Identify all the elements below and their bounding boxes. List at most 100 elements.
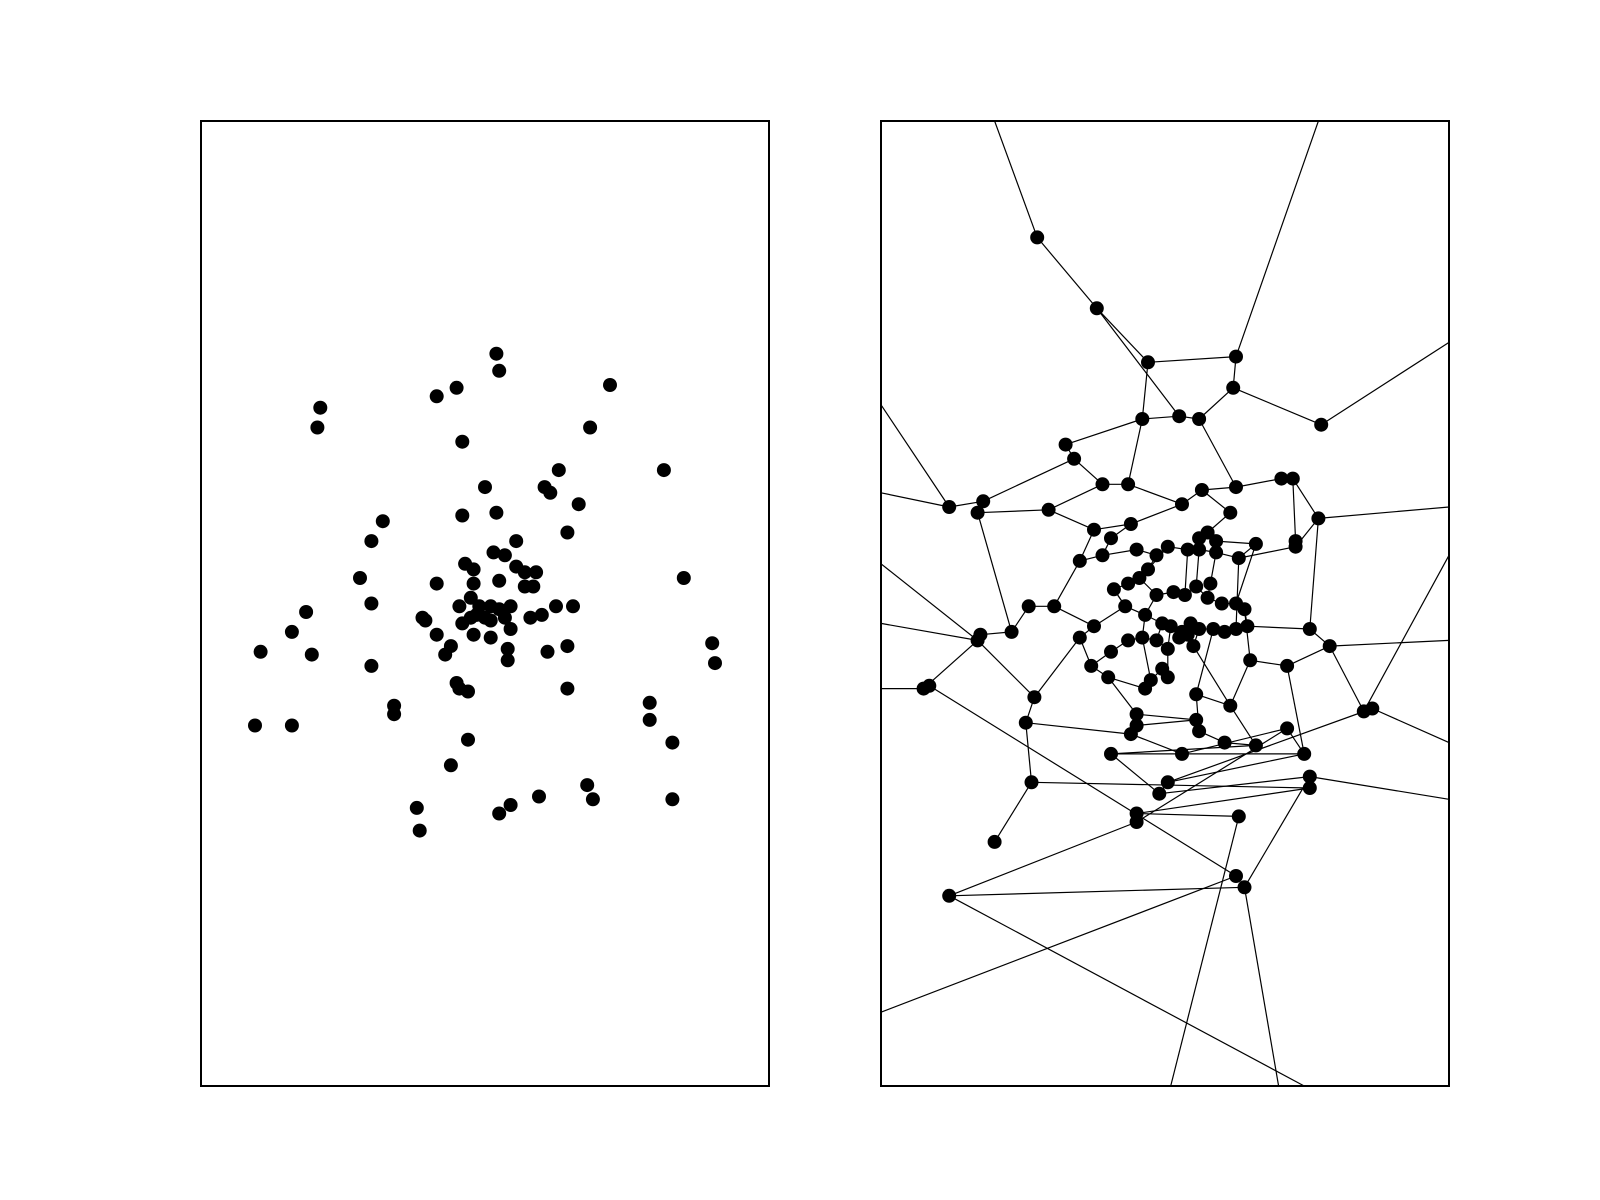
voronoi-vertex	[1163, 619, 1178, 634]
voronoi-edge	[1184, 549, 1189, 596]
voronoi-vertex	[1322, 639, 1337, 654]
voronoi-vertex	[1311, 511, 1326, 526]
voronoi-edge	[1141, 637, 1152, 681]
voronoi-ray	[1318, 506, 1450, 519]
voronoi-ray	[880, 404, 950, 508]
voronoi-vertex	[1231, 551, 1246, 566]
scatter-point	[642, 712, 657, 727]
scatter-point	[429, 389, 444, 404]
scatter-point	[429, 576, 444, 591]
scatter-point	[551, 463, 566, 478]
scatter-point	[310, 420, 325, 435]
voronoi-vertex	[1214, 596, 1229, 611]
scatter-point	[534, 607, 549, 622]
voronoi-vertex	[1021, 599, 1036, 614]
voronoi-edge	[1159, 776, 1310, 795]
scatter-point	[583, 420, 598, 435]
voronoi-vertex	[1206, 622, 1221, 636]
voronoi-vertex	[1177, 588, 1192, 602]
voronoi-ray	[948, 895, 1305, 1087]
voronoi-edge	[1127, 483, 1183, 505]
scatter-point	[560, 681, 575, 696]
voronoi-vertex	[1149, 588, 1164, 602]
voronoi-edge	[1167, 753, 1305, 783]
voronoi-edge	[1025, 722, 1131, 735]
voronoi-edge	[977, 512, 1013, 633]
scatter-point	[526, 579, 541, 594]
voronoi-edge	[1286, 665, 1305, 755]
scatter-point	[248, 718, 262, 733]
voronoi-vertex	[1172, 409, 1187, 424]
voronoi-vertex	[1047, 599, 1062, 614]
voronoi-vertex	[1084, 658, 1099, 673]
voronoi-ray	[1320, 341, 1450, 426]
voronoi-ray	[1363, 555, 1450, 712]
voronoi-vertex	[1135, 412, 1150, 426]
scatter-point	[492, 806, 507, 821]
voronoi-vertex	[1004, 624, 1019, 639]
voronoi-ray	[994, 120, 1038, 238]
voronoi-vertex	[1118, 599, 1133, 614]
voronoi-vertex	[1152, 786, 1167, 801]
scatter-point	[543, 485, 558, 500]
scatter-point	[466, 627, 481, 642]
scatter-point	[412, 823, 427, 838]
voronoi-vertex	[1106, 582, 1121, 597]
voronoi-vertex	[1027, 690, 1042, 705]
scatter-point	[486, 545, 501, 560]
voronoi-edge	[1127, 418, 1143, 485]
voronoi-edge	[1110, 753, 1160, 795]
voronoi-vertex	[1192, 542, 1207, 557]
voronoi-vertex	[1314, 417, 1329, 432]
voronoi-edge	[1136, 713, 1197, 721]
voronoi-edge	[1232, 387, 1322, 426]
voronoi-edge	[977, 639, 1035, 698]
voronoi-vertex	[1203, 576, 1218, 591]
scatter-point	[708, 656, 722, 671]
scatter-point	[463, 590, 478, 605]
voronoi-edge	[1136, 719, 1197, 727]
scatter-point	[580, 778, 595, 793]
voronoi-vertex	[1223, 698, 1238, 713]
scatter-point	[705, 636, 720, 651]
voronoi-ray	[880, 563, 978, 641]
scatter-point	[665, 792, 680, 807]
voronoi-edge	[1329, 645, 1365, 712]
voronoi-vertex	[1160, 670, 1175, 685]
voronoi-edge	[1167, 707, 1373, 783]
scatter-point	[489, 346, 504, 361]
voronoi-vertex	[1149, 548, 1164, 563]
scatter-point	[443, 639, 458, 654]
scatter-point	[603, 378, 617, 392]
voronoi-ray	[1372, 707, 1450, 744]
voronoi-edge	[1229, 705, 1257, 746]
voronoi-edge	[949, 886, 1245, 897]
voronoi-vertex	[1089, 301, 1104, 316]
scatter-point	[500, 653, 515, 668]
voronoi-vertex	[1237, 602, 1252, 617]
voronoi-vertex	[1087, 522, 1101, 537]
scatter-point	[478, 610, 492, 625]
scatter-panel	[200, 120, 770, 1087]
voronoi-vertex	[1067, 451, 1082, 466]
scatter-point	[375, 514, 390, 529]
voronoi-edge	[1181, 727, 1288, 755]
voronoi-vertex	[922, 678, 937, 693]
scatter-point	[455, 434, 470, 449]
voronoi-vertex	[1200, 525, 1215, 540]
voronoi-edge	[1286, 645, 1330, 667]
voronoi-ray	[1170, 816, 1240, 1087]
voronoi-vertex	[1288, 534, 1303, 549]
scatter-point	[665, 735, 680, 750]
scatter-point	[560, 525, 575, 540]
scatter-point	[492, 573, 507, 588]
scatter-points	[248, 346, 722, 838]
scatter-point	[503, 622, 518, 636]
voronoi-edge	[1096, 307, 1180, 417]
voronoi-edge	[1195, 628, 1214, 695]
voronoi-vertex	[976, 494, 991, 509]
voronoi-vertex	[973, 627, 988, 642]
voronoi-edge	[1229, 660, 1251, 706]
voronoi-vertex	[1129, 718, 1144, 733]
